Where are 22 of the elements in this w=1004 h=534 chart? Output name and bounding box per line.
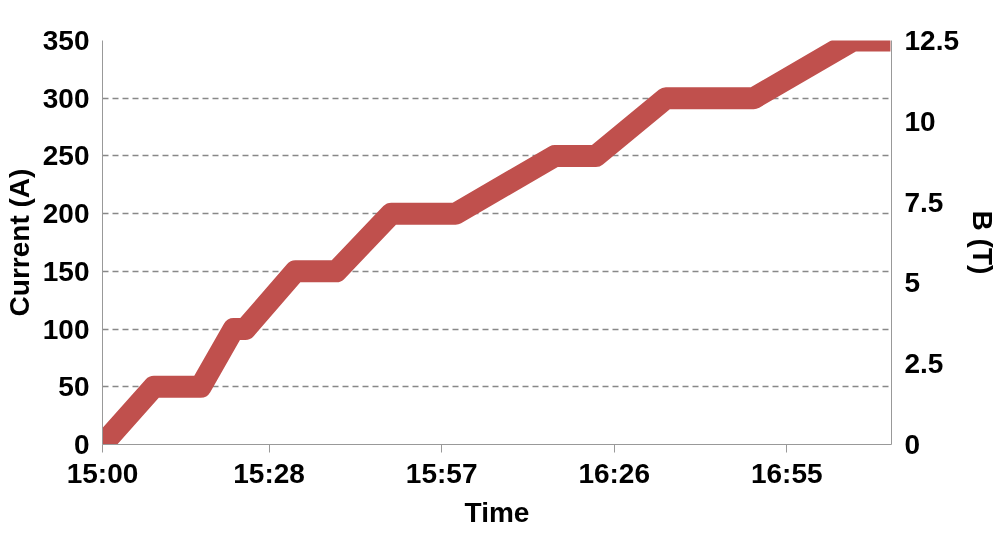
y2-tick-label: 2.5: [904, 348, 944, 380]
y-tick-label: 300: [42, 82, 90, 114]
y-tick-label: 200: [42, 198, 90, 230]
y-tick-label: 0: [73, 429, 90, 460]
x-tick-label: 16:26: [578, 457, 651, 489]
y-tick-label: 250: [42, 140, 90, 172]
x-tick-label: 15:28: [233, 457, 305, 489]
y2-tick-label: 10: [904, 105, 936, 137]
y2-tick-label: 7.5: [904, 186, 944, 218]
x-axis-title: Time: [464, 496, 530, 528]
x-tick-label: 15:00: [66, 457, 139, 489]
y-tick-label: 100: [42, 313, 90, 345]
y2-tick-label: 0: [904, 429, 921, 460]
y2-axis-title: B (T): [967, 210, 998, 275]
y-tick-label: 350: [42, 25, 90, 56]
x-tick-label: 15:57: [405, 457, 478, 489]
y2-tick-label: 12.5: [904, 25, 959, 56]
y-axis-title: Current (A): [3, 168, 35, 317]
y-tick-label: 150: [42, 255, 90, 287]
y2-tick-label: 5: [904, 267, 921, 299]
x-tick-label: 16:55: [750, 457, 823, 489]
y-tick-label: 50: [58, 371, 90, 403]
